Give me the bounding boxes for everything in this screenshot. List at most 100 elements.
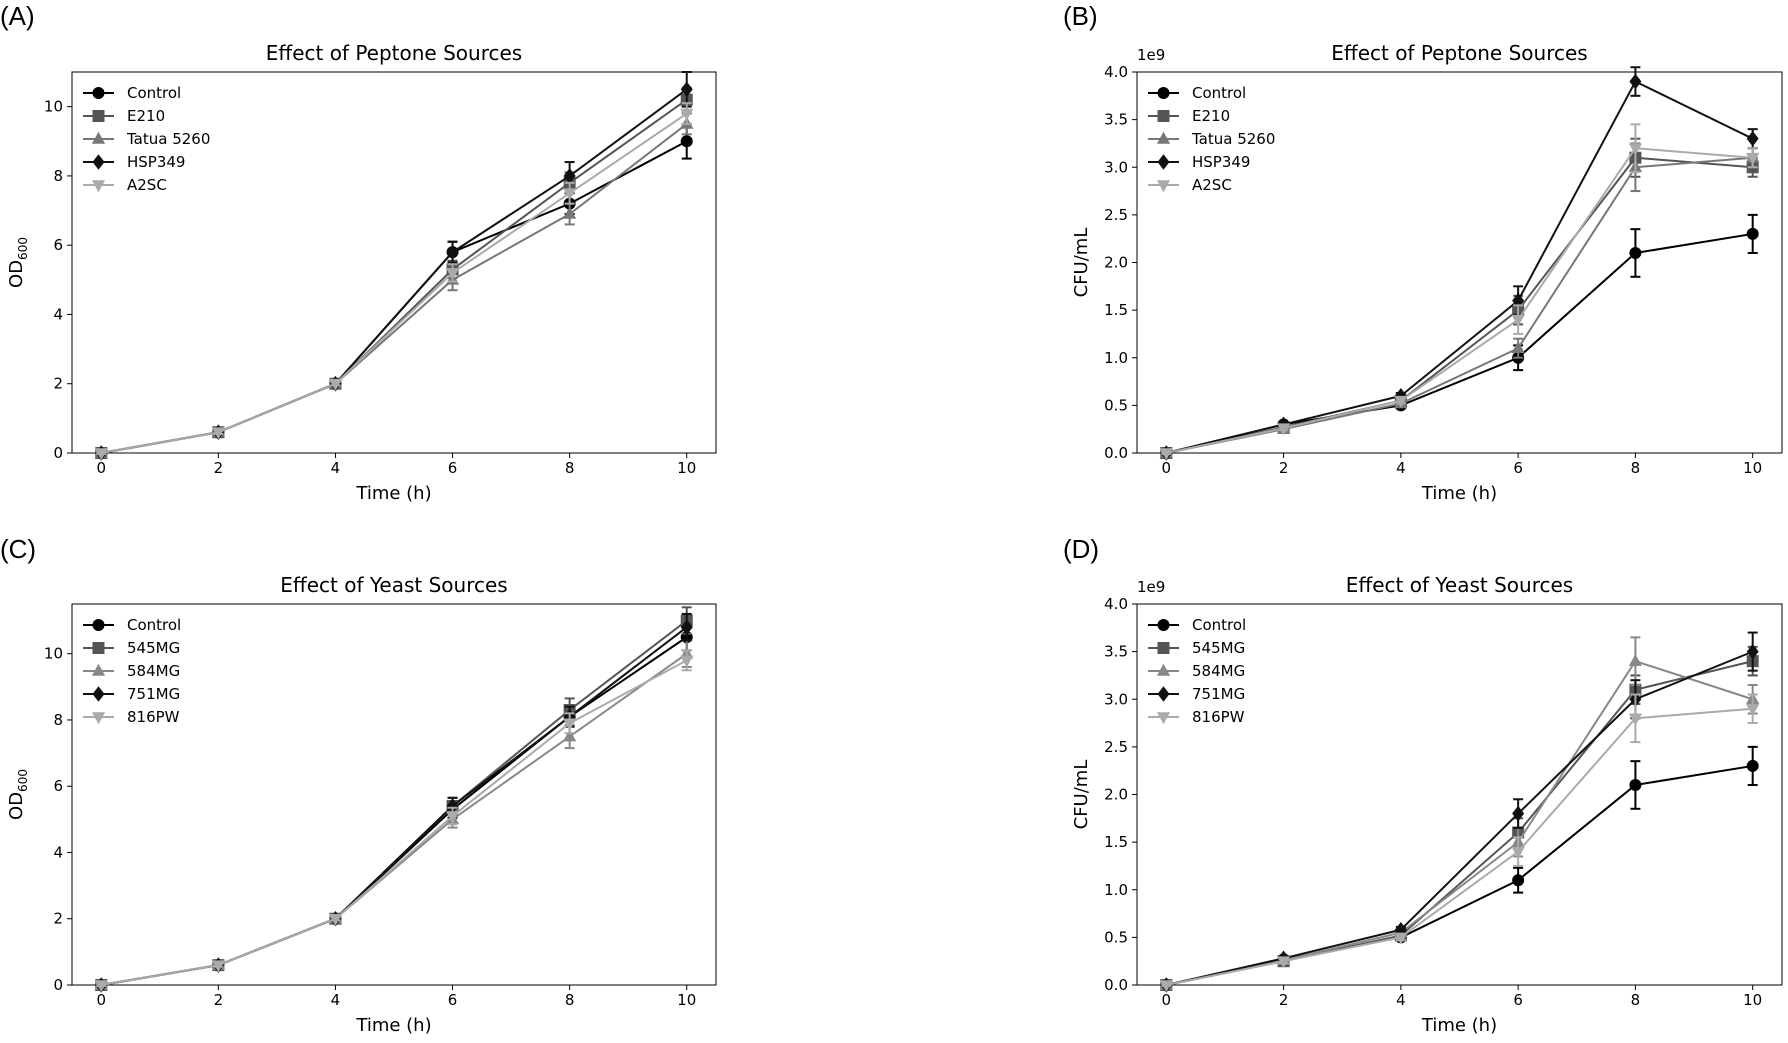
marker [1157, 87, 1170, 99]
y-tick-label: 6 [53, 777, 63, 795]
marker [680, 135, 693, 148]
series-line [1166, 659, 1753, 986]
x-tick-label: 8 [1631, 459, 1641, 477]
y-tick-label: 4 [53, 305, 63, 323]
marker [1746, 152, 1760, 165]
marker [1156, 131, 1171, 144]
marker [1512, 874, 1525, 887]
legend-label: HSP349 [1192, 153, 1250, 171]
y-tick-label: 8 [53, 711, 63, 729]
marker [1746, 643, 1759, 660]
y-tick-label: 1.5 [1104, 301, 1128, 319]
marker [1156, 712, 1171, 725]
legend-label: 816PW [1192, 708, 1245, 726]
marker [1746, 759, 1759, 772]
x-tick-label: 10 [1743, 991, 1762, 1009]
series-line [101, 636, 688, 986]
marker [91, 663, 106, 676]
legend-label: Tatua 5260 [1191, 130, 1275, 148]
marker [1746, 703, 1760, 716]
marker [563, 729, 577, 742]
marker [1276, 423, 1291, 436]
offset-text: 1e9 [1137, 578, 1165, 596]
x-tick-label: 0 [96, 459, 106, 477]
marker [1157, 686, 1170, 702]
x-tick-label: 8 [565, 991, 575, 1009]
y-tick-label: 4 [53, 843, 63, 861]
y-axis-label-sub: 600 [16, 237, 30, 260]
y-tick-label: 2.0 [1104, 786, 1128, 804]
marker [1511, 846, 1525, 859]
marker [1511, 314, 1525, 327]
marker [1159, 448, 1173, 461]
marker [91, 180, 106, 193]
marker [1156, 663, 1171, 676]
series-line [101, 652, 688, 986]
marker [92, 642, 105, 654]
marker [1394, 921, 1407, 938]
y-axis-label-main: OD [6, 792, 27, 820]
marker [563, 206, 577, 219]
x-tick-label: 10 [677, 459, 696, 477]
x-tick-label: 10 [1743, 459, 1762, 477]
x-axis-label: Time (h) [1421, 483, 1497, 504]
legend-label: Control [1192, 84, 1246, 102]
marker [94, 448, 108, 461]
x-tick-label: 4 [1396, 459, 1406, 477]
legend-label: 751MG [1192, 685, 1245, 703]
marker [680, 655, 694, 668]
series-line [1166, 156, 1753, 454]
x-tick-label: 6 [448, 991, 458, 1009]
series-line [1166, 156, 1753, 454]
x-tick-label: 0 [1162, 459, 1172, 477]
series-line [101, 659, 688, 986]
series-line [1166, 764, 1753, 986]
chart-title: Effect of Peptone Sources [1331, 41, 1587, 65]
y-tick-label: 10 [44, 98, 63, 116]
y-tick-label: 3.5 [1104, 111, 1128, 129]
marker [1746, 227, 1759, 240]
x-tick-label: 4 [331, 991, 341, 1009]
plot-frame [1136, 71, 1783, 454]
legend-label: Tatua 5260 [126, 130, 210, 148]
y-tick-label: 0 [53, 976, 63, 994]
x-tick-label: 0 [1162, 991, 1172, 1009]
series-line [101, 619, 688, 986]
plot-frame [1136, 603, 1783, 986]
y-tick-label: 2 [53, 910, 63, 928]
y-tick-label: 4.0 [1104, 595, 1128, 613]
marker [563, 718, 577, 731]
marker [680, 81, 693, 98]
panel-label: (A) [0, 1, 35, 31]
marker [446, 798, 459, 814]
legend-label: E210 [1192, 107, 1230, 125]
x-tick-label: 4 [1396, 991, 1406, 1009]
y-axis-label-main: CFU/mL [1071, 760, 1092, 830]
x-axis-label: Time (h) [355, 483, 431, 504]
y-tick-label: 0.0 [1104, 444, 1128, 462]
panel-label: (B) [1063, 1, 1098, 31]
series-line [101, 626, 688, 986]
panel-label: (D) [1063, 534, 1099, 564]
marker [1156, 180, 1171, 193]
marker [1511, 341, 1525, 354]
y-tick-label: 4.0 [1104, 63, 1128, 81]
panel: (D) Effect of Yeast Sources Time (h) CFU/mL… [1063, 534, 1783, 1036]
marker [1628, 653, 1643, 666]
y-axis-label: OD600 [6, 237, 30, 288]
x-tick-label: 6 [1513, 459, 1523, 477]
marker [1276, 956, 1291, 969]
y-tick-label: 8 [53, 167, 63, 185]
y-tick-label: 3.0 [1104, 690, 1128, 708]
legend-label: Control [127, 84, 181, 102]
marker [1157, 619, 1170, 631]
marker [92, 154, 105, 170]
x-tick-label: 0 [96, 991, 106, 1009]
y-tick-label: 10 [44, 645, 63, 663]
legend-label: HSP349 [127, 153, 185, 171]
legend-label: A2SC [1192, 176, 1232, 194]
series-line [101, 112, 688, 454]
marker [1157, 154, 1170, 170]
panel: (C) Effect of Yeast Sources Time (h) OD600 0… [0, 534, 717, 1036]
